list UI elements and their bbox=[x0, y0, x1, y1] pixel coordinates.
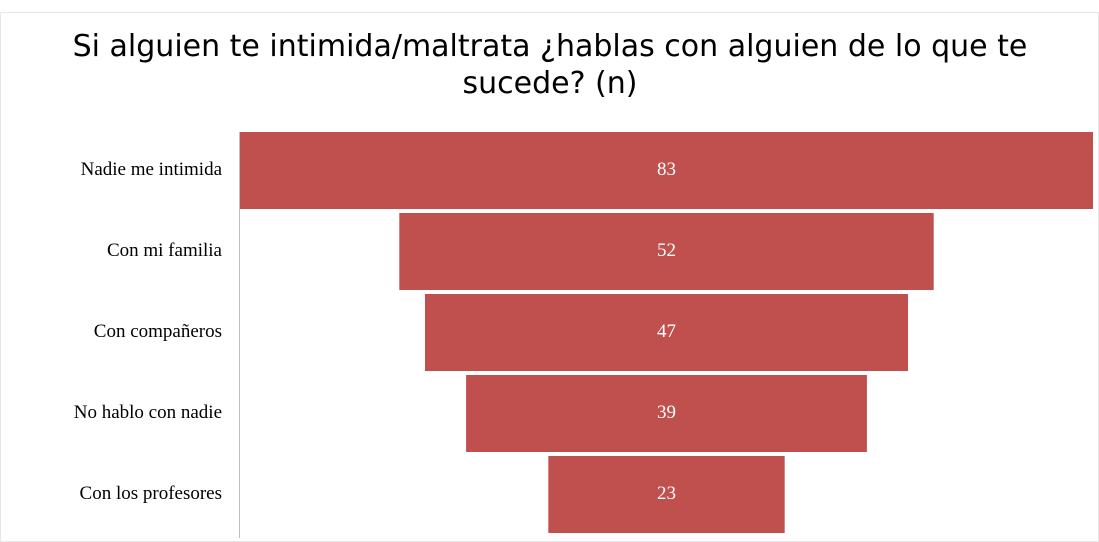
category-label: Con compañeros bbox=[94, 321, 222, 342]
bar bbox=[240, 132, 1093, 209]
bar bbox=[424, 294, 909, 371]
bar bbox=[548, 456, 785, 533]
chart-title: Si alguien te intimida/maltrata ¿hablas … bbox=[72, 29, 1028, 101]
value-label: 52 bbox=[657, 240, 676, 261]
category-label: No hablo con nadie bbox=[74, 402, 222, 423]
category-label: Nadie me intimida bbox=[81, 159, 223, 180]
category-label: Con mi familia bbox=[107, 240, 223, 261]
bar bbox=[399, 213, 934, 290]
value-label: 83 bbox=[657, 159, 676, 180]
value-label: 47 bbox=[657, 321, 676, 342]
bar bbox=[466, 375, 867, 452]
value-label: 39 bbox=[657, 402, 676, 423]
value-label: 23 bbox=[657, 483, 676, 504]
category-label: Con los profesores bbox=[80, 483, 222, 504]
